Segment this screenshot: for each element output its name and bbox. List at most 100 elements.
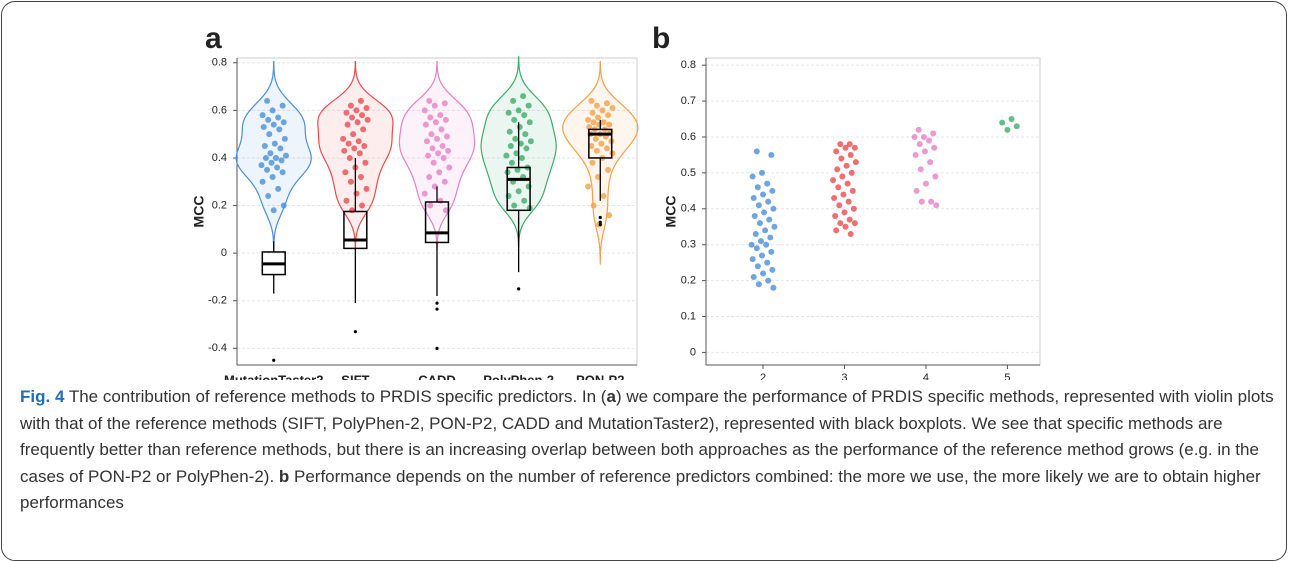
data-point: [600, 119, 607, 126]
data-point: [262, 154, 269, 161]
data-point: [755, 202, 762, 209]
data-point: [920, 133, 927, 140]
data-point: [272, 154, 279, 161]
data-point: [343, 197, 350, 204]
data-point: [511, 202, 518, 209]
data-point: [921, 148, 928, 155]
data-point: [520, 93, 527, 100]
data-point: [600, 193, 607, 200]
panel-label: b: [652, 22, 670, 55]
data-point: [595, 114, 602, 121]
data-point: [345, 140, 352, 147]
data-point: [1008, 116, 1015, 123]
data-point: [758, 169, 765, 176]
data-point: [762, 227, 769, 234]
data-point: [769, 266, 776, 273]
data-point: [281, 135, 288, 142]
data-point: [522, 131, 529, 138]
data-point: [361, 143, 368, 150]
y-axis-title: MCC: [191, 196, 207, 228]
data-point: [349, 207, 356, 214]
data-point: [838, 155, 845, 162]
data-point: [585, 183, 592, 190]
data-point: [833, 227, 840, 234]
data-point: [917, 166, 924, 173]
data-point: [353, 190, 360, 197]
data-point: [758, 252, 765, 259]
data-point: [849, 187, 856, 194]
data-point: [428, 131, 435, 138]
data-point: [588, 143, 595, 150]
data-point: [440, 154, 447, 161]
data-point: [427, 114, 434, 121]
data-point: [770, 284, 777, 291]
data-point: [770, 205, 777, 212]
data-point: [835, 184, 842, 191]
data-point: [753, 148, 760, 155]
data-point: [927, 159, 934, 166]
data-point: [839, 173, 846, 180]
caption-text: Performance depends on the number of ref…: [20, 466, 1261, 513]
data-point: [442, 207, 449, 214]
data-point: [763, 241, 770, 248]
data-point: [437, 112, 444, 119]
data-point: [518, 154, 525, 161]
data-point: [842, 223, 849, 230]
y-tick-label: 0.8: [212, 57, 227, 69]
data-point: [832, 212, 839, 219]
data-point: [363, 185, 370, 192]
data-point: [593, 147, 600, 154]
data-point: [444, 133, 451, 140]
data-point: [426, 173, 433, 180]
data-point: [851, 144, 858, 151]
data-point: [360, 126, 367, 133]
data-point: [922, 180, 929, 187]
data-point: [911, 133, 918, 140]
data-point: [436, 169, 443, 176]
data-point: [421, 107, 428, 114]
x-tick-label: MutationTaster2: [224, 372, 323, 380]
data-point: [595, 173, 602, 180]
caption-text: ) we compare the performance of PRDIS sp…: [20, 387, 1274, 486]
data-point: [847, 151, 854, 158]
x-tick-label: 3: [841, 372, 847, 380]
data-point: [347, 102, 354, 109]
data-point: [357, 173, 364, 180]
x-tick-label: CADD: [418, 372, 456, 380]
y-tick-label: 0.4: [212, 152, 227, 164]
data-point: [525, 102, 532, 109]
x-tick-label: 4: [923, 372, 929, 380]
data-point: [605, 112, 612, 119]
caption: Fig. 4 The contribution of reference met…: [20, 384, 1278, 517]
data-point: [429, 145, 436, 152]
data-point: [511, 116, 518, 123]
data-point: [603, 145, 610, 152]
data-point: [754, 184, 761, 191]
data-point: [275, 185, 282, 192]
y-tick-label: 0.7: [681, 95, 696, 107]
data-point: [439, 143, 446, 150]
data-point: [442, 116, 449, 123]
data-point: [523, 145, 530, 152]
data-point: [609, 150, 616, 157]
y-tick-label: 0.5: [681, 167, 696, 179]
data-point: [760, 270, 767, 277]
data-point: [259, 178, 266, 185]
data-point: [510, 97, 517, 104]
data-point: [441, 100, 448, 107]
data-point: [364, 116, 371, 123]
data-point: [606, 121, 613, 128]
data-point: [515, 107, 522, 114]
data-point: [343, 109, 350, 116]
data-point: [515, 188, 522, 195]
violin: [317, 60, 394, 251]
data-point: [438, 126, 445, 133]
data-point: [831, 195, 838, 202]
x-tick-label: PolyPhen-2: [483, 372, 554, 380]
data-point: [752, 230, 759, 237]
data-point: [585, 116, 592, 123]
caption-label: Fig. 4: [20, 387, 65, 406]
data-point: [930, 130, 937, 137]
data-point: [353, 107, 360, 114]
data-point: [435, 150, 442, 157]
